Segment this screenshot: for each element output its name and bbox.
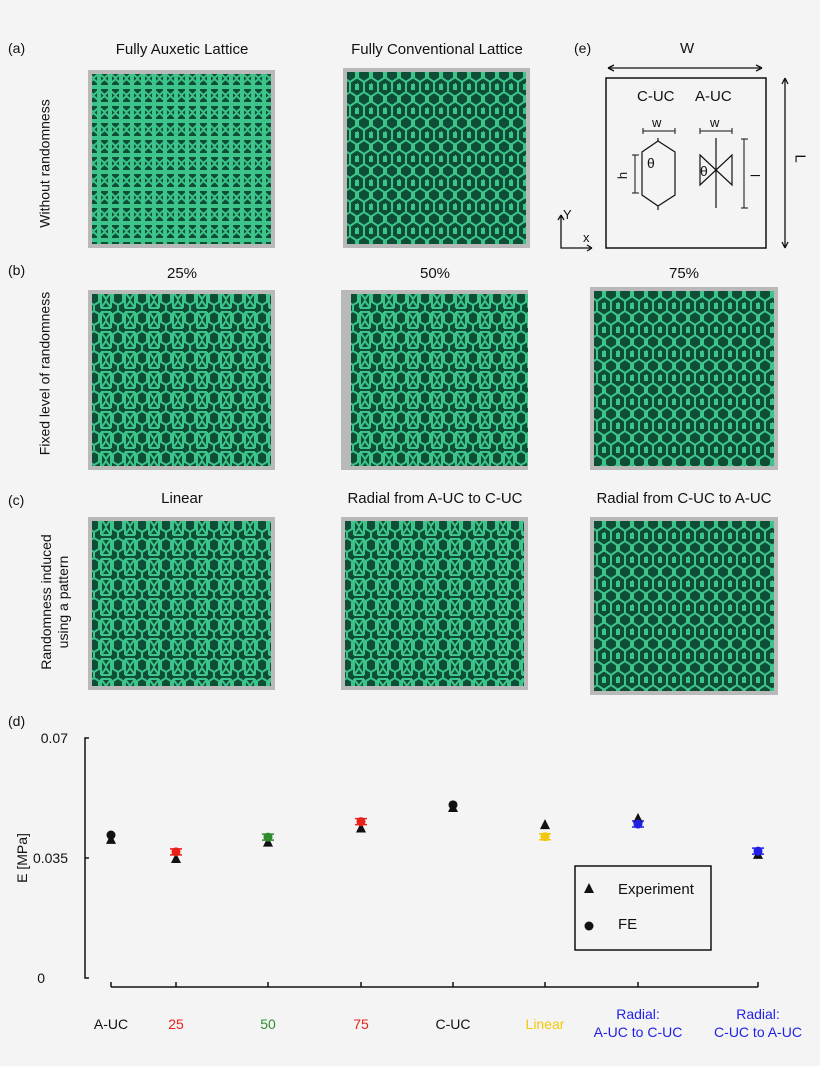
y-tick-0: 0 — [37, 970, 45, 986]
panel-title-50: 50% — [419, 265, 451, 282]
x-tick-label-text: C-UC — [435, 1016, 471, 1032]
y-axis — [84, 737, 89, 979]
auc-label: A-UC — [695, 88, 732, 105]
auc-width-label: w — [710, 115, 720, 130]
x-tick-label: 75 — [296, 1015, 426, 1033]
x-tick-label-line: Radial: — [616, 1006, 660, 1022]
cuc-label: C-UC — [637, 88, 675, 105]
fe-point — [448, 800, 458, 810]
data-points — [106, 800, 764, 864]
panel-d-letter: (d) — [8, 713, 26, 729]
panel-title-radial-a-to-c: Radial from A-UC to C-UC — [347, 490, 523, 507]
panel-e-letter: (e) — [574, 40, 592, 56]
legend-triangle-marker — [584, 883, 594, 893]
x-tick-label: A-UC — [46, 1015, 176, 1033]
panel-title-linear: Linear — [161, 490, 203, 507]
experiment-point — [171, 853, 181, 864]
axis-y-label: Y — [563, 207, 572, 222]
lattice-photo-linear — [88, 517, 275, 690]
x-tick-label-text: A-UC — [93, 1016, 129, 1032]
cuc-width-label: w — [652, 115, 662, 130]
panel-a-letter: (a) — [8, 40, 26, 56]
y-tick-0.035: 0.035 — [32, 850, 68, 866]
x-tick-label-text: 25 — [168, 1016, 184, 1032]
experiment-point — [540, 819, 550, 830]
fe-point — [356, 817, 366, 827]
x-tick-label: Linear — [480, 1015, 610, 1033]
x-tick-label-line: C-UC to A-UC — [714, 1024, 802, 1040]
panel-title-75: 75% — [668, 265, 700, 282]
x-tick-label: Radial: C-UC to A-UC — [693, 1005, 820, 1041]
lattice-photo-radial-c-to-a — [590, 517, 778, 695]
panel-c-letter: (c) — [8, 492, 25, 508]
lattice-photo-75 — [590, 287, 778, 470]
fe-point — [753, 846, 763, 856]
experiment-point — [356, 822, 366, 833]
x-axis — [110, 982, 759, 988]
x-tick-label: Radial: A-UC to C-UC — [573, 1005, 703, 1041]
cuc-angle-label: θ — [647, 155, 655, 171]
legend-experiment-label: Experiment — [618, 881, 694, 898]
fe-point — [633, 819, 643, 829]
fe-point — [263, 832, 273, 842]
x-tick-label: 25 — [111, 1015, 241, 1033]
x-tick-label-line: A-UC to C-UC — [593, 1024, 683, 1040]
x-tick-label: 50 — [203, 1015, 333, 1033]
x-tick-label-text: 50 — [260, 1016, 276, 1032]
legend-border — [574, 865, 712, 951]
panel-title-25: 25% — [166, 265, 198, 282]
x-tick-label-line: Radial: — [736, 1006, 780, 1022]
panel-b-letter: (b) — [8, 262, 26, 278]
x-tick-label: C-UC — [388, 1015, 518, 1033]
lattice-photo-conventional — [343, 68, 530, 248]
fe-point — [540, 832, 550, 842]
panel-title-conventional: Fully Conventional Lattice — [351, 41, 523, 58]
lattice-photo-radial-a-to-c — [341, 517, 528, 690]
legend-circle-marker — [584, 921, 594, 931]
panel-title-auxetic: Fully Auxetic Lattice — [115, 41, 249, 58]
lattice-photo-25 — [88, 290, 275, 470]
legend-fe-label: FE — [618, 916, 638, 933]
x-tick-label-text: Linear — [525, 1016, 565, 1032]
lattice-photo-auxetic — [88, 70, 275, 248]
auc-angle-label: θ — [700, 163, 708, 179]
panel-title-radial-c-to-a: Radial from C-UC to A-UC — [596, 490, 772, 507]
x-tick-label-text: 75 — [353, 1016, 369, 1032]
y-tick-0.07: 0.07 — [40, 730, 68, 746]
unit-cell-schematic — [557, 64, 789, 252]
fe-point — [171, 847, 181, 857]
fe-point — [106, 830, 116, 840]
lattice-photo-50 — [341, 290, 528, 470]
axis-x-label: x — [583, 230, 590, 245]
width-label-W: W — [680, 40, 695, 57]
